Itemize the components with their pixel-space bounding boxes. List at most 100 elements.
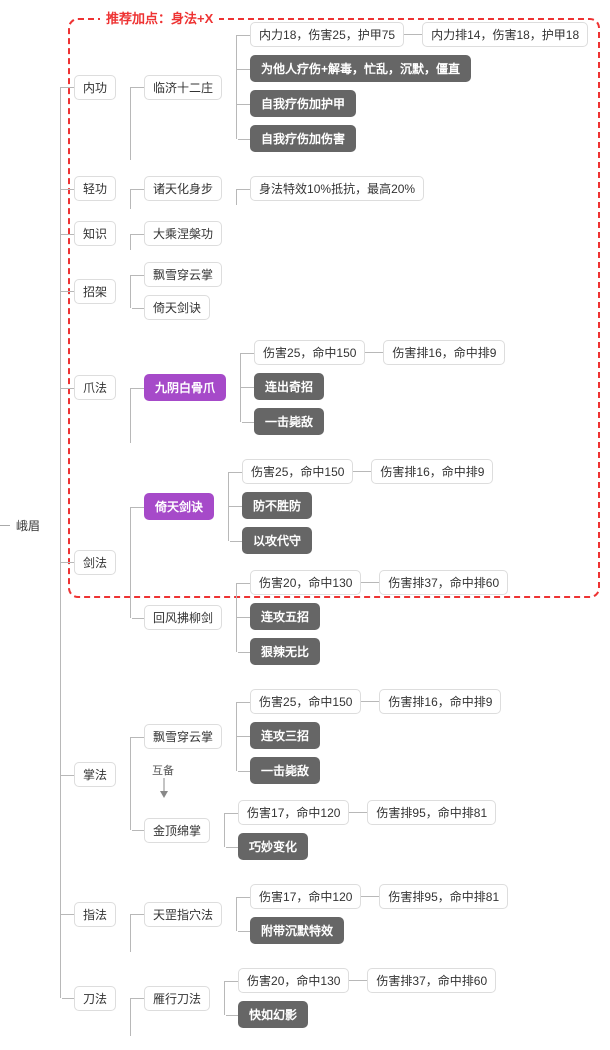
node: 伤害20，命中130 [250,570,361,595]
node: 以攻代守 [242,527,312,554]
category-item: 招架飘雪穿云掌倚天剑诀 [60,254,588,328]
leaf-list: 伤害25，命中150伤害排16，命中排9 连出奇招一击毙敌 [226,336,505,439]
category-row: 轻功诸天化身步身法特效10%抵抗，最高20% [74,168,588,209]
leaf-row: 连攻五招 [250,603,508,630]
node: 内力18，伤害25，护甲75 [250,22,404,47]
category-row: 内功临济十二庄内力18，伤害25，护甲75内力排14，伤害18，护甲18为他人疗… [74,14,588,160]
skill-list: 诸天化身步 身法特效10%抵抗，最高20% [116,168,424,209]
leaf-item: 伤害17，命中120 伤害排95，命中排81 [236,880,508,913]
skill-item: 九阴白骨爪伤害25，命中150伤害排16，命中排9连出奇招一击毙敌 [130,332,505,443]
leaf-row: 伤害20，命中130伤害排37，命中排60 [238,968,496,993]
skill-list: 倚天剑诀伤害25，命中150伤害排16，命中排9防不胜防以攻代守回风拂柳剑伤害2… [116,451,508,673]
leaf-row: 连出奇招 [254,373,505,400]
skill-item: 倚天剑诀 [130,291,222,324]
category-row: 知识 大乘涅槃功 [74,217,588,250]
leaf-item: 自我疗伤加伤害 [236,121,588,156]
skill-item: 雁行刀法伤害20，命中130伤害排37，命中排60快如幻影 [130,960,496,1036]
leaf-item: 连攻五招 [236,599,508,634]
leaf-item: 以攻代守 [228,523,493,558]
node: 知识 [74,221,116,246]
category-item: 剑法倚天剑诀伤害25，命中150伤害排16，命中排9防不胜防以攻代守回风拂柳剑伤… [60,447,588,677]
node: 伤害25，命中150 [242,459,353,484]
leaf-row: 以攻代守 [242,527,493,554]
skill-row: 诸天化身步 身法特效10%抵抗，最高20% [144,172,424,205]
leaf-item: 伤害25，命中150伤害排16，命中排9 [236,685,501,718]
leaf-item: 快如幻影 [224,997,496,1032]
node: 为他人疗伤+解毒，忙乱，沉默，僵直 [250,55,471,82]
leaf-row: 附带沉默特效 [250,917,508,944]
skill-row: 金顶绵掌伤害17，命中120伤害排95，命中排81巧妙变化 [144,796,501,864]
leaf-item: 伤害20，命中130伤害排37，命中排60 [224,964,496,997]
skill-row: 倚天剑诀 [144,295,222,320]
category-item: 内功临济十二庄内力18，伤害25，护甲75内力排14，伤害18，护甲18为他人疗… [60,10,588,164]
node: 爪法 [74,375,116,400]
node: 回风拂柳剑 [144,605,222,630]
category-list: 内功临济十二庄内力18，伤害25，护甲75内力排14，伤害18，护甲18为他人疗… [46,10,588,1040]
category-row: 刀法雁行刀法伤害20，命中130伤害排37，命中排60快如幻影 [74,960,588,1036]
tree: 峨眉 内功临济十二庄内力18，伤害25，护甲75内力排14，伤害18，护甲18为… [0,10,610,1040]
recommendation-header: 推荐加点：身法+X [100,8,219,27]
node: 倚天剑诀 [144,295,210,320]
node: 临济十二庄 [144,75,222,100]
skill-row: 回风拂柳剑伤害20，命中130伤害排37，命中排60 连攻五招狠辣无比 [144,566,508,669]
skill-list: 大乘涅槃功 [116,217,222,250]
node: 飘雪穿云掌 [144,262,222,287]
hubei-label: 互备 [152,762,174,778]
node: 伤害排16，命中排9 [379,689,501,714]
skill-row: 飘雪穿云掌 [144,262,222,287]
leaf-row: 伤害17，命中120 伤害排95，命中排81 [250,884,508,909]
leaf-item: 连出奇招 [240,369,505,404]
diagram-root: 推荐加点：身法+X 峨眉 内功临济十二庄内力18，伤害25，护甲75内力排14，… [0,0,610,1050]
leaf-item: 身法特效10%抵抗，最高20% [236,172,424,205]
skill-list: 飘雪穿云掌倚天剑诀 [116,258,222,324]
node: 身法特效10%抵抗，最高20% [250,176,424,201]
leaf-row: 快如幻影 [238,1001,496,1028]
leaf-row: 巧妙变化 [238,833,496,860]
node: 伤害排95，命中排81 [379,884,508,909]
node: 指法 [74,902,116,927]
leaf-row: 内力18，伤害25，护甲75内力排14，伤害18，护甲18 [250,22,588,47]
skill-row: 天罡指穴法伤害17，命中120伤害排95，命中排81附带沉默特效 [144,880,508,948]
skill-row: 大乘涅槃功 [144,221,222,246]
node: 金顶绵掌 [144,818,210,843]
leaf-row: 防不胜防 [242,492,493,519]
leaf-item: 伤害20，命中130伤害排37，命中排60 [236,566,508,599]
leaf-list: 伤害20，命中130伤害排37，命中排60 连攻五招狠辣无比 [222,566,508,669]
skill-row: 临济十二庄 内力18，伤害25，护甲75内力排14，伤害18，护甲18 为他人疗伤+… [144,18,588,156]
node: 附带沉默特效 [250,917,344,944]
leaf-row: 狠辣无比 [250,638,508,665]
leaf-row: 伤害25，命中150伤害排16，命中排9 [242,459,493,484]
node: 一击毙敌 [254,408,324,435]
leaf-item: 为他人疗伤+解毒，忙乱，沉默，僵直 [236,51,588,86]
leaf-row: 伤害25，命中150伤害排16，命中排9 [254,340,505,365]
category-item: 刀法雁行刀法伤害20，命中130伤害排37，命中排60快如幻影 [60,956,588,1040]
leaf-list: 伤害25，命中150伤害排16，命中排9 防不胜防以攻代守 [214,455,493,558]
node: 伤害20，命中130 [238,968,349,993]
leaf-item: 狠辣无比 [236,634,508,669]
node: 连攻五招 [250,603,320,630]
leaf-row: 身法特效10%抵抗，最高20% [250,176,424,201]
node: 伤害17，命中120 [250,884,361,909]
node: 剑法 [74,550,116,575]
leaf-row: 自我疗伤加护甲 [250,90,588,117]
node: 一击毙敌 [250,757,320,784]
skill-item: 临济十二庄 内力18，伤害25，护甲75内力排14，伤害18，护甲18 为他人疗伤+… [130,14,588,160]
leaf-item: 巧妙变化 [224,829,496,864]
category-row: 剑法倚天剑诀伤害25，命中150伤害排16，命中排9防不胜防以攻代守回风拂柳剑伤… [74,451,588,673]
node: 诸天化身步 [144,176,222,201]
node: 巧妙变化 [238,833,308,860]
skill-item: 飘雪穿云掌 [130,258,222,291]
node: 自我疗伤加伤害 [250,125,356,152]
skill-item: 大乘涅槃功 [130,217,222,250]
skill-list: 临济十二庄 内力18，伤害25，护甲75内力排14，伤害18，护甲18 为他人疗伤+… [116,14,588,160]
skill-list: 天罡指穴法伤害17，命中120伤害排95，命中排81附带沉默特效 [116,876,508,952]
node: 飘雪穿云掌 [144,724,222,749]
node: 大乘涅槃功 [144,221,222,246]
skill-item: 天罡指穴法伤害17，命中120伤害排95，命中排81附带沉默特效 [130,876,508,952]
leaf-list: 伤害20，命中130伤害排37，命中排60 快如幻影 [210,964,496,1032]
category-item: 知识 大乘涅槃功 [60,213,588,254]
skill-item: 飘雪穿云掌伤害25，命中150伤害排16，命中排9连攻三招一击毙敌 [130,681,501,792]
leaf-item: 伤害25，命中150伤害排16，命中排9 [240,336,505,369]
node: 伤害排95，命中排81 [367,800,496,825]
leaf-item: 连攻三招 [236,718,501,753]
